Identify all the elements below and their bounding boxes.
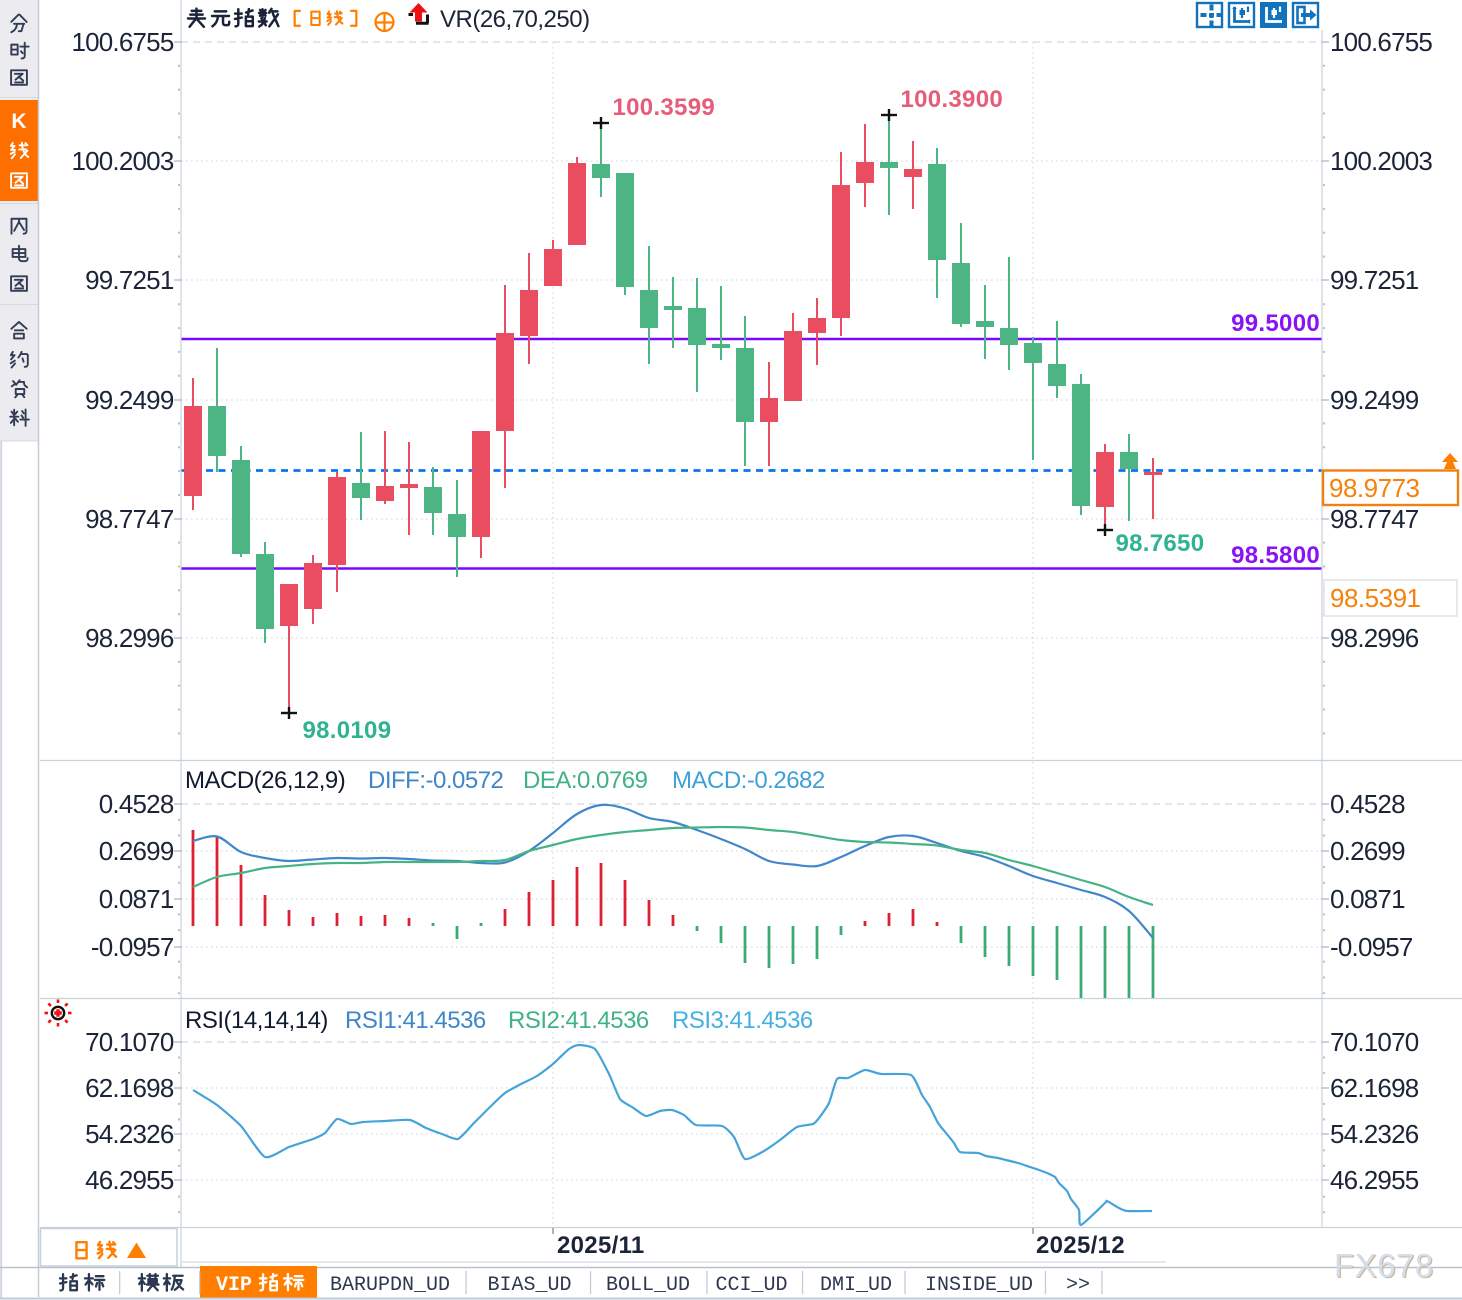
svg-text:98.5800: 98.5800 [1231, 542, 1320, 569]
svg-text:MACD(26,12,9): MACD(26,12,9) [185, 767, 345, 794]
svg-text:DEA:0.0769: DEA:0.0769 [523, 767, 648, 794]
svg-text:VIP: VIP [216, 1274, 252, 1297]
svg-text:54.2326: 54.2326 [85, 1119, 174, 1149]
svg-text:VR(26,70,250): VR(26,70,250) [440, 6, 590, 33]
svg-text:98.5391: 98.5391 [1330, 583, 1421, 613]
svg-text:100.3900: 100.3900 [901, 86, 1004, 113]
svg-text:70.1070: 70.1070 [1330, 1027, 1419, 1057]
svg-text:98.0109: 98.0109 [303, 717, 392, 744]
svg-text:BARUPDN_UD: BARUPDN_UD [330, 1274, 450, 1297]
svg-text:FX678: FX678 [1334, 1247, 1434, 1284]
svg-text:RSI3:41.4536: RSI3:41.4536 [672, 1007, 813, 1034]
svg-text:INSIDE_UD: INSIDE_UD [925, 1274, 1033, 1297]
svg-text:46.2955: 46.2955 [1330, 1165, 1419, 1195]
svg-text:DMI_UD: DMI_UD [820, 1274, 892, 1297]
svg-text:2025/11: 2025/11 [557, 1232, 645, 1259]
svg-text:98.2996: 98.2996 [85, 623, 174, 653]
svg-text:DIFF:-0.0572: DIFF:-0.0572 [368, 767, 504, 794]
svg-text:100.6755: 100.6755 [71, 27, 173, 57]
svg-text:0.2699: 0.2699 [1330, 836, 1405, 866]
svg-text:CCI_UD: CCI_UD [715, 1274, 787, 1297]
svg-text:100.3599: 100.3599 [613, 94, 716, 121]
svg-text:98.9773: 98.9773 [1329, 473, 1420, 503]
svg-text:99.2499: 99.2499 [85, 385, 174, 415]
svg-text:FX678: FX678 [1335, 1248, 1435, 1285]
svg-text:54.2326: 54.2326 [1330, 1119, 1419, 1149]
svg-text:RSI2:41.4536: RSI2:41.4536 [508, 1007, 649, 1034]
svg-text:100.6755: 100.6755 [1330, 27, 1432, 57]
svg-text:99.7251: 99.7251 [1330, 265, 1419, 295]
svg-text:98.7747: 98.7747 [1330, 504, 1419, 534]
svg-text:98.2996: 98.2996 [1330, 623, 1419, 653]
svg-text:70.1070: 70.1070 [85, 1027, 174, 1057]
svg-text:0.2699: 0.2699 [99, 836, 174, 866]
svg-text:2025/12: 2025/12 [1036, 1232, 1125, 1259]
svg-text:0.4528: 0.4528 [1330, 789, 1405, 819]
svg-text:0.0871: 0.0871 [99, 884, 174, 914]
svg-text:K: K [11, 110, 26, 133]
svg-text:99.2499: 99.2499 [1330, 385, 1419, 415]
svg-text:BIAS_UD: BIAS_UD [487, 1274, 571, 1297]
svg-text:98.7650: 98.7650 [1116, 530, 1205, 557]
svg-text:0.4528: 0.4528 [99, 789, 174, 819]
svg-text:>>: >> [1066, 1274, 1090, 1297]
svg-text:46.2955: 46.2955 [85, 1165, 174, 1195]
svg-text:BOLL_UD: BOLL_UD [606, 1274, 690, 1297]
svg-text:MACD:-0.2682: MACD:-0.2682 [672, 767, 825, 794]
svg-text:99.5000: 99.5000 [1231, 310, 1320, 337]
svg-text:62.1698: 62.1698 [1330, 1073, 1419, 1103]
svg-text:98.7747: 98.7747 [85, 504, 174, 534]
svg-text:-0.0957: -0.0957 [1330, 932, 1413, 962]
svg-text:100.2003: 100.2003 [71, 146, 173, 176]
svg-text:RSI(14,14,14): RSI(14,14,14) [185, 1007, 328, 1034]
svg-text:62.1698: 62.1698 [85, 1073, 174, 1103]
svg-text:RSI1:41.4536: RSI1:41.4536 [345, 1007, 486, 1034]
svg-text:99.7251: 99.7251 [85, 265, 174, 295]
svg-text:0.0871: 0.0871 [1330, 884, 1405, 914]
svg-text:-0.0957: -0.0957 [91, 932, 174, 962]
svg-text:100.2003: 100.2003 [1330, 146, 1432, 176]
